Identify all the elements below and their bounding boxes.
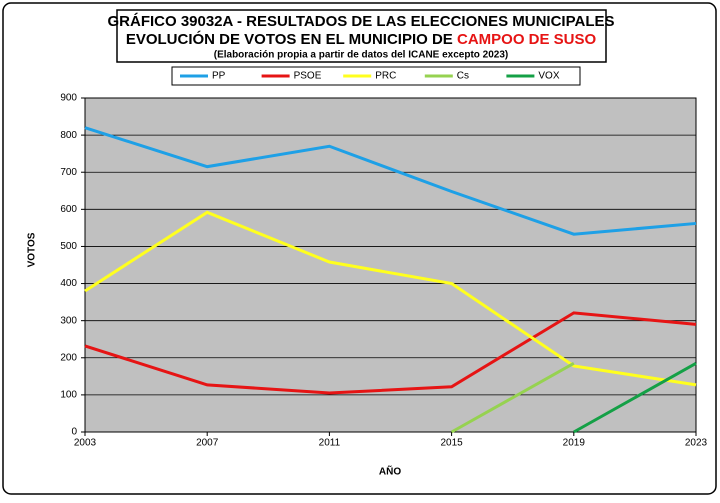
y-tick-label: 200 (60, 352, 77, 363)
series-line (84, 126, 697, 236)
y-tick-label: 800 (60, 130, 77, 141)
x-tick-label: 2019 (563, 438, 586, 449)
legend-label: VOX (538, 71, 559, 82)
y-tick-label: 0 (71, 427, 77, 438)
title-line: EVOLUCIÓN DE VOTOS EN EL MUNICIPIO DE CA… (126, 30, 597, 48)
x-tick-label: 2011 (319, 438, 341, 449)
x-tick-label: 2003 (74, 438, 97, 449)
series-line (573, 362, 697, 434)
y-tick-label: 900 (60, 93, 77, 104)
title-box (116, 9, 607, 63)
series-line (84, 210, 697, 387)
x-tick-label: 2007 (196, 438, 219, 449)
legend-label: Cs (457, 71, 469, 82)
chart-title: GRÁFICO 39032A - RESULTADOS DE LAS ELECC… (107, 13, 614, 30)
y-tick-label: 100 (60, 390, 77, 401)
y-tick-label: 700 (60, 167, 77, 178)
y-tick-label: 600 (60, 204, 77, 215)
legend-label: PRC (375, 71, 396, 82)
plot-area (84, 97, 697, 433)
y-tick-label: 300 (60, 315, 77, 326)
title-line2: EVOLUCIÓN DE VOTOS EN EL MUNICIPIO DE (126, 30, 453, 48)
series-line (450, 362, 575, 434)
x-axis-label: AÑO (379, 465, 401, 478)
title-highlight: CAMPOO DE SUSO (457, 31, 597, 48)
legend-label: PP (212, 71, 226, 82)
legend-box (171, 66, 581, 86)
x-tick-label: 2023 (685, 438, 708, 449)
y-tick-label: 500 (60, 241, 77, 252)
series-line (84, 311, 697, 395)
x-tick-label: 2015 (440, 438, 463, 449)
legend-label: PSOE (294, 71, 322, 82)
y-tick-label: 400 (60, 278, 77, 289)
y-axis-label: VOTOS (27, 232, 38, 267)
subtitle: (Elaboración propia a partir de datos de… (214, 50, 509, 61)
